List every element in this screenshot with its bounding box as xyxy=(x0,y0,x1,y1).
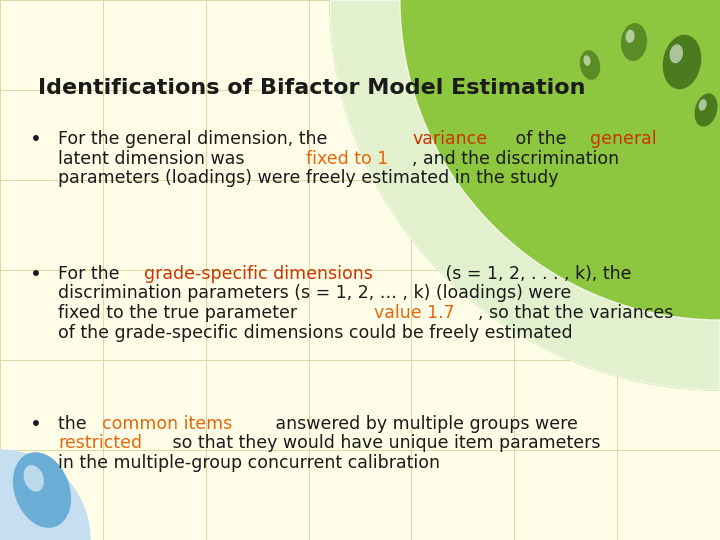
Ellipse shape xyxy=(662,35,701,89)
Text: For the general dimension, the: For the general dimension, the xyxy=(58,130,333,148)
Text: •: • xyxy=(30,265,42,284)
Text: variance: variance xyxy=(413,130,488,148)
Text: discrimination parameters (s = 1, 2, … , k) (loadings) were: discrimination parameters (s = 1, 2, … ,… xyxy=(58,285,571,302)
Text: fixed to the true parameter: fixed to the true parameter xyxy=(58,304,302,322)
Text: value 1.7: value 1.7 xyxy=(374,304,454,322)
Ellipse shape xyxy=(698,99,707,111)
Polygon shape xyxy=(0,450,90,540)
Text: Identifications of Bifactor Model Estimation: Identifications of Bifactor Model Estima… xyxy=(38,78,585,98)
Ellipse shape xyxy=(621,23,647,61)
Text: the: the xyxy=(58,415,92,433)
Text: (s = 1, 2, . . . , k), the: (s = 1, 2, . . . , k), the xyxy=(440,265,631,283)
Ellipse shape xyxy=(695,93,718,127)
Text: common items: common items xyxy=(102,415,233,433)
Text: answered by multiple groups were: answered by multiple groups were xyxy=(270,415,578,433)
Text: latent dimension was: latent dimension was xyxy=(58,150,250,167)
Text: , so that the variances: , so that the variances xyxy=(477,304,673,322)
Ellipse shape xyxy=(583,55,590,66)
Text: in the multiple-group concurrent calibration: in the multiple-group concurrent calibra… xyxy=(58,454,440,472)
Text: •: • xyxy=(30,415,42,434)
Text: restricted: restricted xyxy=(58,435,142,453)
Polygon shape xyxy=(330,0,720,390)
Text: For the: For the xyxy=(58,265,125,283)
Ellipse shape xyxy=(580,50,600,80)
Text: grade-specific dimensions: grade-specific dimensions xyxy=(145,265,374,283)
Polygon shape xyxy=(330,0,720,390)
Text: parameters (loadings) were freely estimated in the study: parameters (loadings) were freely estima… xyxy=(58,169,559,187)
Text: of the grade-specific dimensions could be freely estimated: of the grade-specific dimensions could b… xyxy=(58,323,572,341)
Ellipse shape xyxy=(13,452,71,528)
Text: general: general xyxy=(590,130,656,148)
Ellipse shape xyxy=(24,465,44,491)
Text: fixed to 1: fixed to 1 xyxy=(306,150,388,167)
Text: of the: of the xyxy=(510,130,572,148)
Ellipse shape xyxy=(626,30,634,43)
Text: , and the discrimination: , and the discrimination xyxy=(412,150,619,167)
Text: so that they would have unique item parameters: so that they would have unique item para… xyxy=(166,435,600,453)
Text: •: • xyxy=(30,130,42,149)
Ellipse shape xyxy=(670,44,683,63)
